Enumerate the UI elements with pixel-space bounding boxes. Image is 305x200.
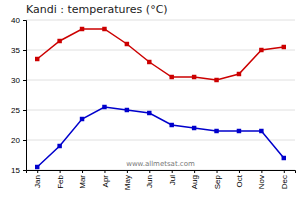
tick: 20 [11, 136, 26, 145]
point-marker [214, 78, 218, 82]
point-marker [35, 57, 39, 61]
tick-label: 20 [11, 136, 20, 145]
point-marker [102, 27, 106, 31]
tick-mark [104, 170, 105, 173]
point-marker [57, 144, 61, 148]
series-line [37, 107, 284, 167]
grid [26, 20, 295, 170]
point-marker [237, 129, 241, 133]
tick: 25 [11, 106, 26, 115]
tick: 35 [11, 46, 26, 55]
point-marker [192, 75, 196, 79]
tick-mark [23, 80, 26, 81]
tick-label: Sep [213, 174, 222, 189]
point-marker [125, 108, 129, 112]
point-marker [147, 60, 151, 64]
point-marker [169, 123, 173, 127]
tick: May [123, 170, 132, 190]
y-axis: 15 20 25 30 35 40 [11, 16, 26, 175]
point-marker [259, 48, 263, 52]
point-marker [214, 129, 218, 133]
tick-mark [23, 140, 26, 141]
tick-label: Dec [280, 175, 289, 189]
tick: Apr [101, 170, 110, 187]
tick-label: Jun [145, 175, 154, 188]
title: Kandi : temperatures (°C) [26, 3, 168, 16]
tick: Oct [235, 170, 244, 187]
tick: Dec [280, 170, 289, 189]
tick: Jan [33, 170, 42, 188]
tick: Nov [257, 170, 266, 189]
tick-mark [149, 170, 150, 173]
axis-line [27, 171, 296, 174]
tick-mark [261, 170, 262, 173]
tick: Jul [168, 170, 177, 185]
point-marker [237, 72, 241, 76]
tick-mark [23, 50, 26, 51]
grid-line [26, 80, 295, 81]
tick-mark [23, 170, 26, 171]
tick: Feb [56, 170, 65, 189]
point-marker [282, 45, 286, 49]
point-marker [125, 42, 129, 46]
point-marker [192, 126, 196, 130]
tick-mark [239, 170, 240, 173]
tick: Mar [78, 170, 87, 189]
tick-label: 40 [11, 16, 20, 25]
tick-label: 15 [11, 166, 20, 175]
tick: 30 [11, 76, 26, 85]
tick-label: 35 [11, 46, 20, 55]
tick-label: Jul [168, 175, 177, 185]
tick-mark [23, 110, 26, 111]
tick-mark [37, 170, 38, 173]
tick-label: Oct [235, 174, 244, 187]
tick-label: Apr [101, 175, 110, 188]
x-axis: Jan Feb Mar Apr May Jun Jul Aug Sep Oct Nov Dec [27, 170, 296, 190]
tick: Aug [190, 170, 199, 189]
tick-mark [194, 170, 195, 173]
tick-label: 30 [11, 76, 20, 85]
point-marker [169, 75, 173, 79]
grid-line [26, 110, 295, 111]
point-marker [80, 117, 84, 121]
tick-mark [82, 170, 83, 173]
tick-mark [284, 170, 285, 173]
point-marker [259, 129, 263, 133]
tick-label: May [123, 175, 132, 190]
grid-line [26, 140, 295, 141]
tick-label: Feb [56, 174, 65, 188]
tick-mark [23, 20, 26, 21]
tick-label: 25 [11, 106, 20, 115]
tick-label: Mar [78, 175, 87, 189]
tick: Sep [213, 170, 222, 189]
plot: 15 20 25 30 35 40 Jan Feb Mar Apr May Jun Jul Aug Sep O… [11, 16, 295, 190]
tick: Jun [145, 170, 154, 188]
point-marker [147, 111, 151, 115]
point-marker [80, 27, 84, 31]
tick-label: Aug [190, 175, 199, 189]
chart: 15 20 25 30 35 40 Jan Feb Mar Apr May Jun Jul Aug Sep O… [0, 0, 305, 200]
tick-mark [172, 170, 173, 173]
tick-mark [60, 170, 61, 173]
tick-label: Nov [257, 175, 266, 189]
grid-line [26, 20, 295, 21]
tick: 40 [11, 16, 26, 25]
axis-line [23, 21, 27, 171]
point-marker [282, 156, 286, 160]
annotation: www.allmetsat.com [126, 160, 195, 168]
point-marker [102, 105, 106, 109]
tick: 15 [11, 166, 26, 175]
point-marker [57, 39, 61, 43]
grid-line [26, 50, 295, 51]
series-line [37, 29, 284, 80]
tick-mark [217, 170, 218, 173]
point-marker [35, 165, 39, 169]
tick-label: Jan [33, 175, 42, 188]
tick-mark [127, 170, 128, 173]
data [35, 27, 286, 169]
